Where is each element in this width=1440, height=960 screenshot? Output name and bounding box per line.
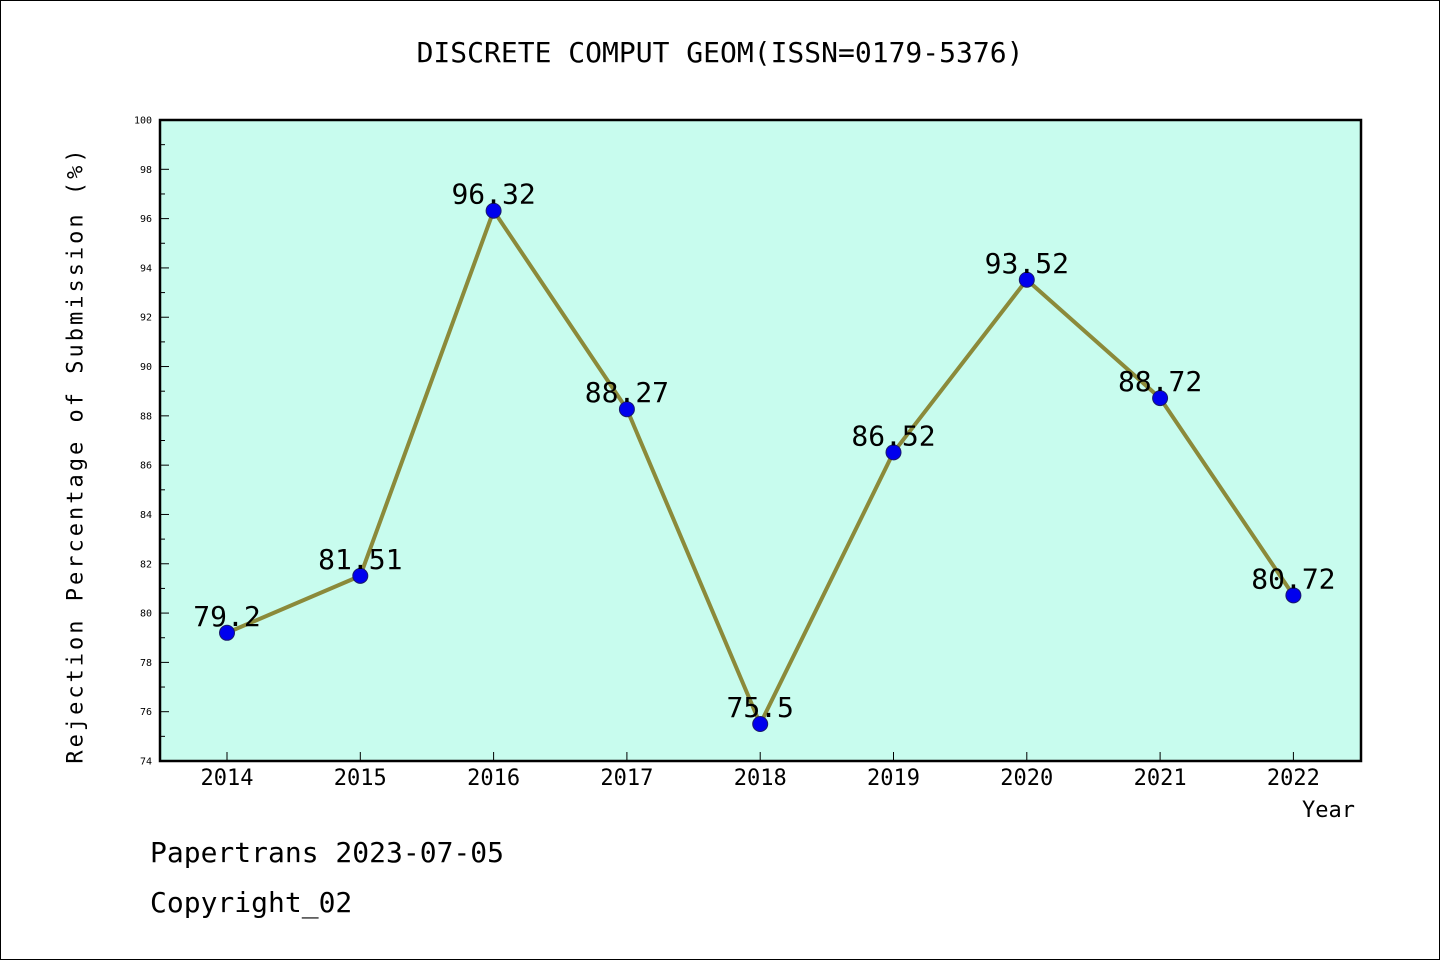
data-label: 88.27 — [585, 376, 669, 409]
data-label: 88.72 — [1118, 365, 1202, 398]
data-point — [885, 444, 902, 461]
y-tick-label: 94 — [140, 263, 152, 274]
y-tick-label: 96 — [140, 214, 152, 225]
data-point — [1285, 587, 1302, 604]
data-point — [752, 716, 769, 733]
y-tick-label: 84 — [140, 510, 152, 521]
plot-border — [158, 118, 1363, 763]
data-point — [485, 202, 502, 219]
data-point — [1152, 390, 1169, 407]
x-tick-label: 2017 — [600, 766, 653, 791]
x-tick-label: 2021 — [1134, 766, 1187, 791]
data-label: 80.72 — [1251, 562, 1335, 595]
x-tick-label: 2022 — [1267, 766, 1320, 791]
footer-copyright: Copyright_02 — [150, 886, 353, 919]
y-tick-label: 74 — [140, 757, 152, 768]
y-tick-label: 80 — [140, 609, 152, 620]
data-label: 86.52 — [851, 419, 935, 452]
data-label: 81.51 — [318, 543, 402, 576]
y-tick-label: 92 — [140, 313, 152, 324]
y-tick-label: 76 — [140, 707, 152, 718]
y-tick-label: 86 — [140, 461, 152, 472]
plot-background — [160, 120, 1361, 761]
data-label: 93.52 — [985, 247, 1069, 280]
x-tick-label: 2016 — [467, 766, 520, 791]
x-tick-label: 2018 — [734, 766, 787, 791]
y-tick-label: 78 — [140, 658, 152, 669]
data-point — [352, 567, 369, 584]
y-tick-label: 100 — [134, 116, 152, 127]
y-tick-label: 90 — [140, 362, 152, 373]
x-axis-label: Year — [1302, 798, 1355, 823]
data-point — [219, 624, 235, 641]
data-label: 96.32 — [451, 178, 535, 211]
data-point — [618, 401, 635, 418]
data-label: 75.5 — [726, 691, 793, 724]
data-label: 79.2 — [193, 600, 260, 633]
footer-date: Papertrans 2023-07-05 — [150, 836, 505, 869]
y-tick-label: 88 — [140, 411, 152, 422]
x-tick-label: 2015 — [334, 766, 387, 791]
x-tick-label: 2019 — [867, 766, 920, 791]
y-tick-label: 98 — [140, 165, 152, 176]
data-point — [1018, 271, 1035, 288]
x-tick-label: 2020 — [1000, 766, 1053, 791]
y-tick-label: 82 — [140, 559, 152, 570]
chart-title: DISCRETE COMPUT GEOM(ISSN=0179-5376) — [416, 36, 1024, 69]
x-tick-label: 2014 — [201, 766, 254, 791]
